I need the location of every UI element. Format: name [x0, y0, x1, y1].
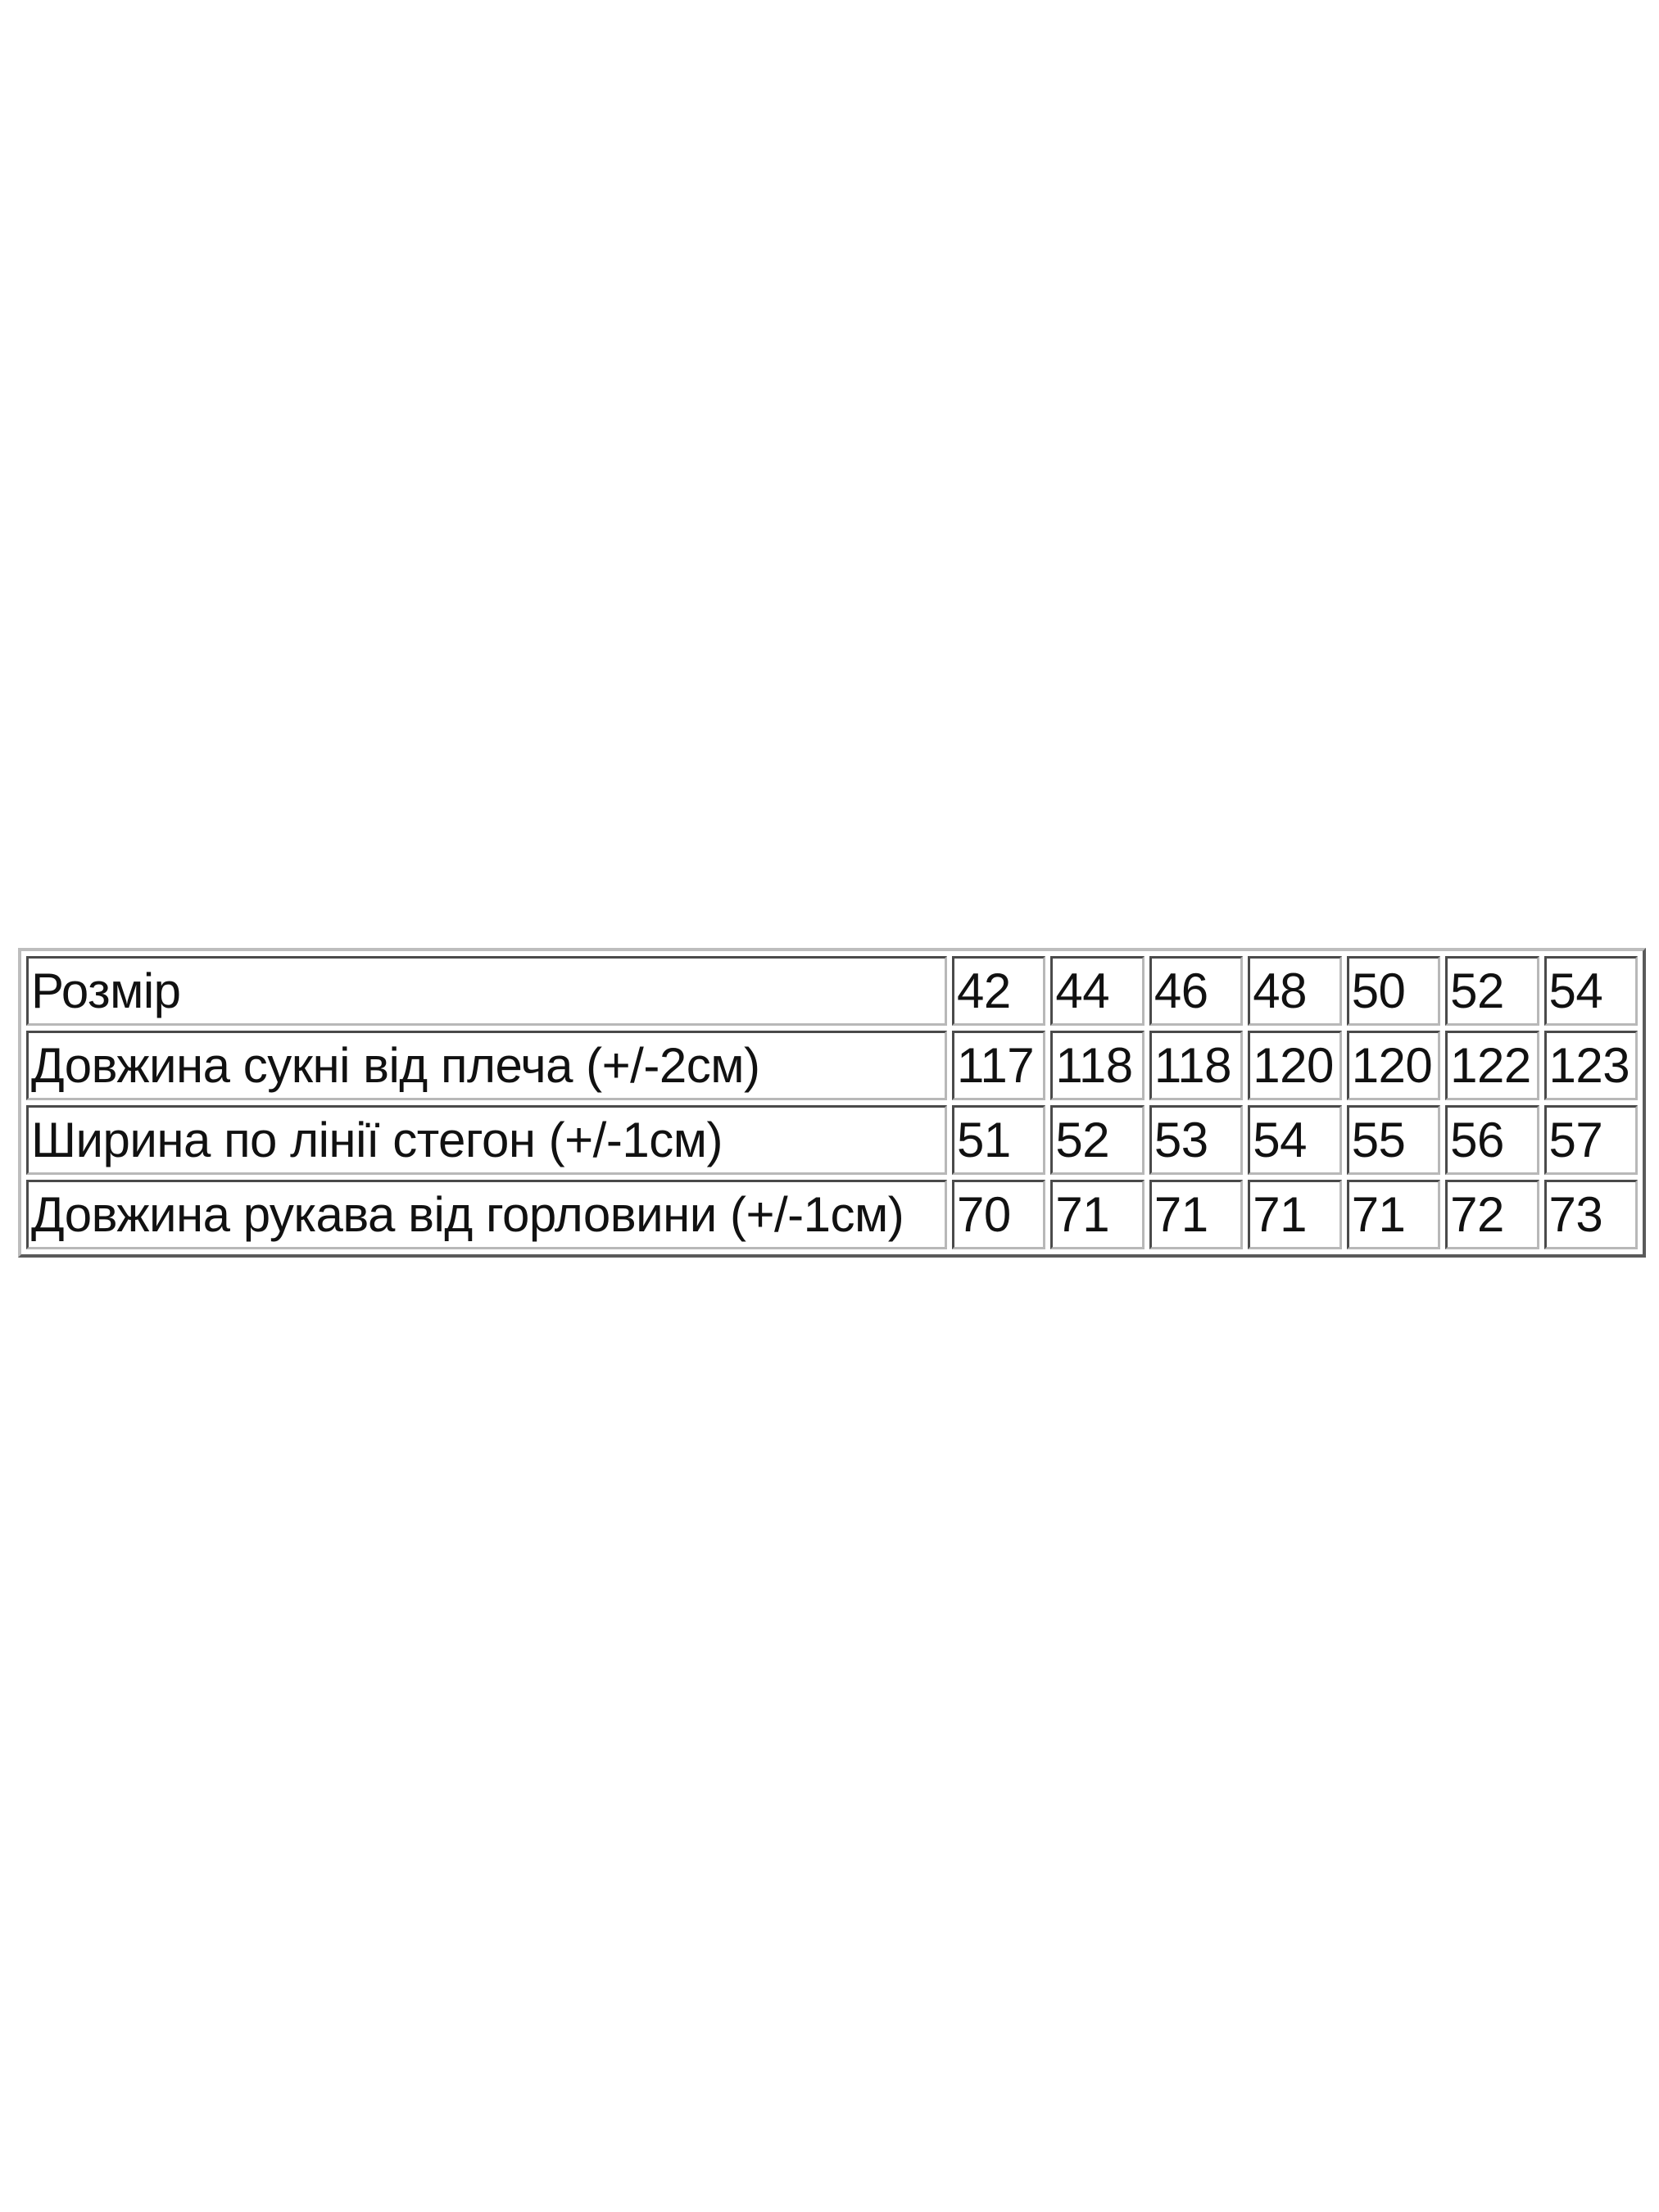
size-value-cell: 73	[1543, 1180, 1638, 1249]
size-value-cell: 120	[1248, 1031, 1342, 1100]
size-value-cell: 52	[1050, 1105, 1145, 1175]
size-value-cell: 72	[1445, 1180, 1539, 1249]
size-value-cell: 123	[1543, 1031, 1638, 1100]
size-value-cell: 54	[1543, 956, 1638, 1026]
size-value-cell: 57	[1543, 1105, 1638, 1175]
size-value-cell: 71	[1346, 1180, 1441, 1249]
size-value-cell: 54	[1248, 1105, 1342, 1175]
size-value-cell: 46	[1149, 956, 1244, 1026]
header-row-size: Розмір 42 44 46 48 50 52 54	[26, 956, 1638, 1026]
size-value-cell: 42	[952, 956, 1046, 1026]
size-value-cell: 71	[1248, 1180, 1342, 1249]
size-value-cell: 56	[1445, 1105, 1539, 1175]
size-value-cell: 44	[1050, 956, 1145, 1026]
size-value-cell: 70	[952, 1180, 1046, 1249]
size-value-cell: 55	[1346, 1105, 1441, 1175]
size-value-cell: 122	[1445, 1031, 1539, 1100]
size-value-cell: 50	[1346, 956, 1441, 1026]
size-chart-table: Розмір 42 44 46 48 50 52 54 Довжина сукні від пл…	[18, 948, 1646, 1258]
measurement-row: Ширина по лінії стегон (+/-1см) 51 52 53 54 5…	[26, 1105, 1638, 1175]
size-value-cell: 53	[1149, 1105, 1244, 1175]
row-label: Довжина рукава від горловини (+/-1см)	[26, 1180, 947, 1249]
row-label: Ширина по лінії стегон (+/-1см)	[26, 1105, 947, 1175]
size-value-cell: 51	[952, 1105, 1046, 1175]
row-label: Довжина сукні від плеча (+/-2см)	[26, 1031, 947, 1100]
size-value-cell: 52	[1445, 956, 1539, 1026]
row-label: Розмір	[26, 956, 947, 1026]
size-value-cell: 117	[952, 1031, 1046, 1100]
size-value-cell: 120	[1346, 1031, 1441, 1100]
size-value-cell: 48	[1248, 956, 1342, 1026]
size-value-cell: 118	[1050, 1031, 1145, 1100]
size-value-cell: 71	[1050, 1180, 1145, 1249]
size-value-cell: 118	[1149, 1031, 1244, 1100]
measurement-row: Довжина рукава від горловини (+/-1см) 70 7…	[26, 1180, 1638, 1249]
measurement-row: Довжина сукні від плеча (+/-2см) 117 118 11…	[26, 1031, 1638, 1100]
size-value-cell: 71	[1149, 1180, 1244, 1249]
